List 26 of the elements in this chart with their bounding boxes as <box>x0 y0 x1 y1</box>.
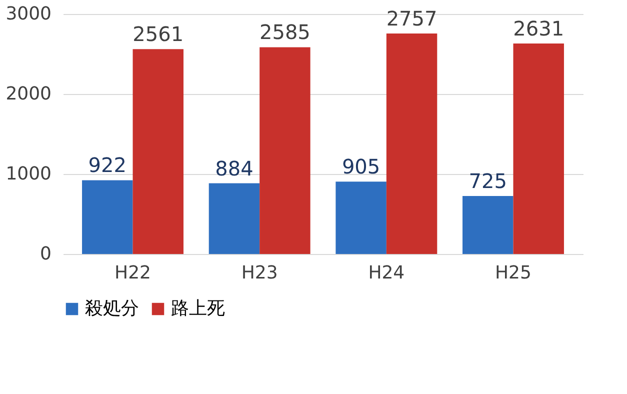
data-label: 2631 <box>513 16 564 41</box>
bar <box>336 182 386 254</box>
data-label: 905 <box>342 154 380 179</box>
bar <box>208 183 260 254</box>
x-tick-label: H23 <box>241 262 278 284</box>
bar <box>462 196 514 254</box>
data-label: 2561 <box>132 22 184 46</box>
data-label: 922 <box>88 153 126 178</box>
legend-label: 路上死 <box>171 298 225 319</box>
data-label: 2757 <box>386 6 438 30</box>
bar <box>82 180 133 254</box>
y-tick-label: 1000 <box>6 164 52 184</box>
y-tick-label: 2000 <box>6 84 52 104</box>
x-tick-label: H24 <box>368 262 405 284</box>
bar <box>132 49 184 254</box>
data-label: 2585 <box>260 20 310 44</box>
bar <box>386 33 438 254</box>
bar <box>260 47 310 254</box>
data-label: 884 <box>215 156 254 180</box>
x-tick-label: H25 <box>495 262 532 284</box>
x-tick-label: H22 <box>114 262 151 284</box>
y-tick-label: 0 <box>40 244 52 264</box>
bar <box>513 44 564 254</box>
y-tick-label: 3000 <box>6 4 52 24</box>
data-label: 725 <box>468 169 507 193</box>
legend-label: 殺処分 <box>85 298 139 319</box>
